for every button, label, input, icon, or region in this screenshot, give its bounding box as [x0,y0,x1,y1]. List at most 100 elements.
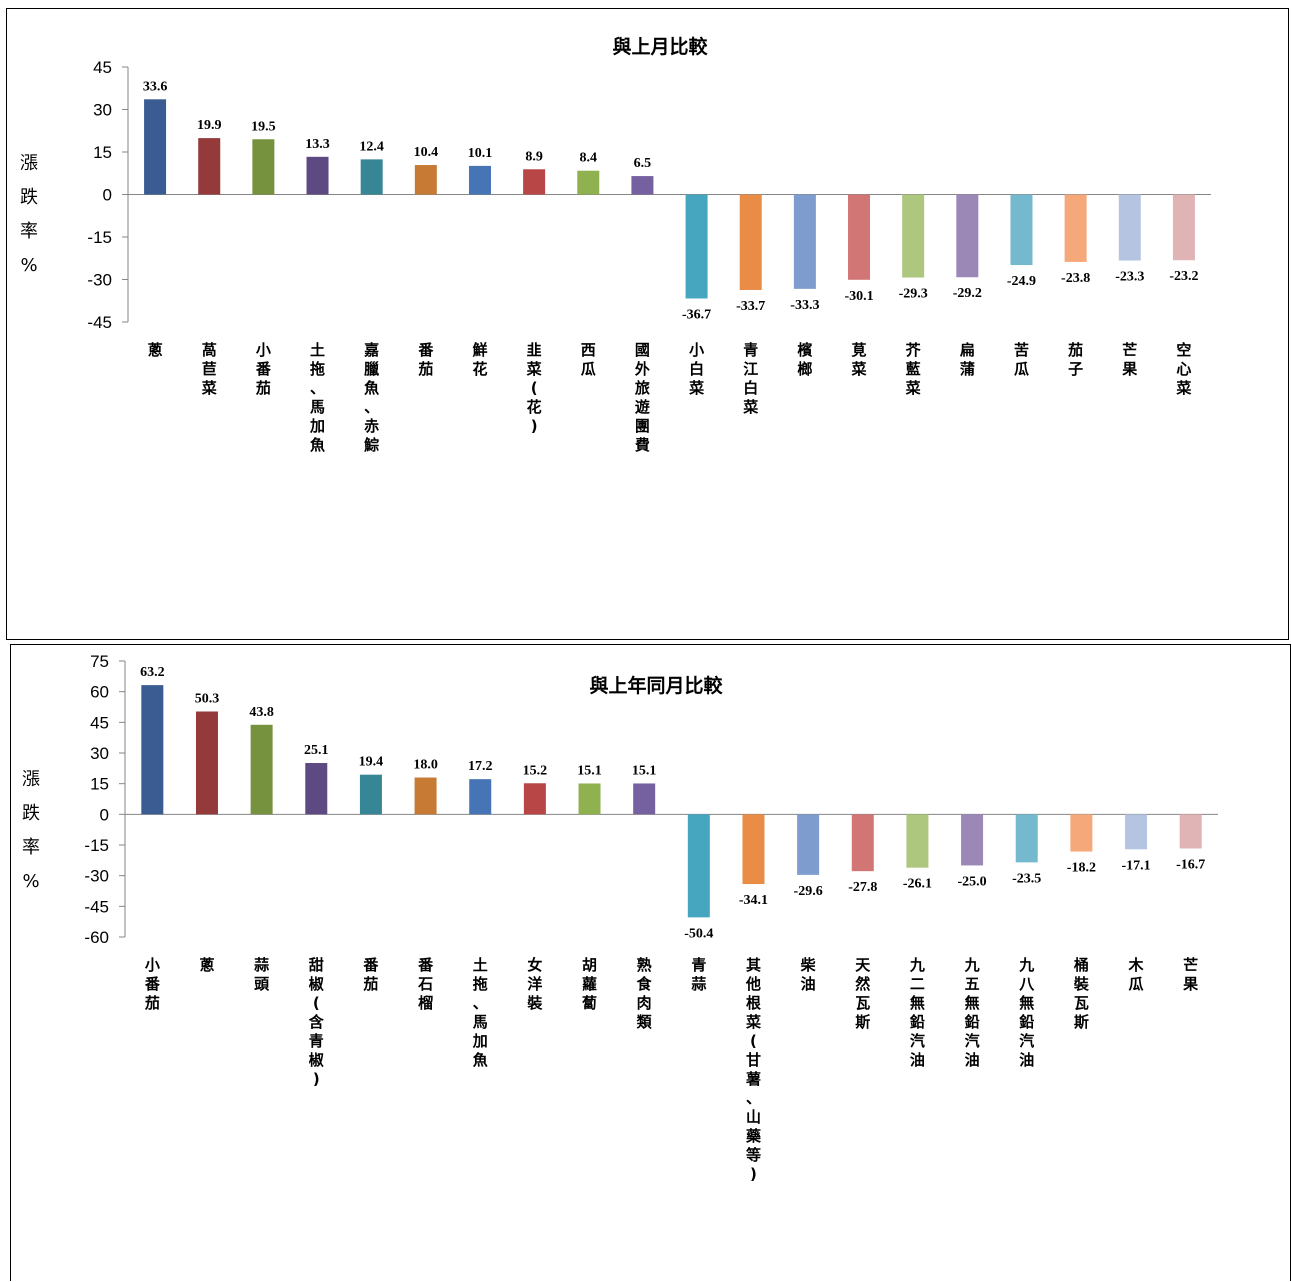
data-label: -27.8 [848,880,877,895]
category-label: 檳榔 [797,341,812,378]
y-tick-label: 0 [100,805,109,824]
category-label: 土拖、馬加魚 [472,956,488,1069]
y-tick-label: 45 [93,58,112,77]
category-label: 番茄 [362,956,379,993]
y-tick-label: 15 [90,775,109,794]
category-label: 胡蘿蔔 [582,956,597,1012]
y-tick-label: -30 [87,271,112,290]
y-tick-label: 30 [93,101,112,120]
category-label: 小番茄 [144,956,161,1012]
bar [956,194,979,278]
data-label: 19.4 [359,755,384,770]
data-label: -36.7 [682,307,711,322]
y-tick-label: 75 [90,652,109,671]
data-label: 15.1 [632,763,657,778]
data-label: 15.2 [523,763,548,778]
category-label: 土拖、馬加魚 [309,341,325,454]
category-label: 天然瓦斯 [855,956,871,1031]
bar [739,194,762,290]
category-label: 小白菜 [688,341,704,397]
data-label: 15.1 [577,763,602,778]
y-tick-label: 60 [90,683,109,702]
bar [198,138,221,195]
data-label: -25.0 [957,874,986,889]
category-label: 苦瓜 [1014,341,1029,378]
data-label: 19.5 [251,119,276,134]
bar [523,783,546,815]
chart-panel-month: 與上月比較 漲跌率% 45 30 15 0 -15 -30 -45 33.6 蔥 19.9 萵苣菜 19.… [6,8,1289,640]
bar [685,194,708,299]
chart-title: 與上月比較 [612,35,708,58]
data-label: 13.3 [305,137,330,152]
category-label: 其他根菜(甘薯、山藥等) [745,956,762,1183]
category-label: 芥藍菜 [905,341,922,397]
data-label: 50.3 [195,691,220,706]
category-label: 番石榴 [417,956,434,1012]
category-label: 柴油 [800,956,817,993]
bar [1172,194,1195,261]
category-label: 嘉臘魚、赤鯮 [363,341,379,454]
data-label: 6.5 [634,156,652,171]
category-label: 九五無鉛汽油 [964,956,980,1069]
data-label: -18.2 [1067,861,1096,876]
category-label: 西瓜 [581,341,596,378]
bar [1010,194,1033,266]
category-label: 甜椒(含青椒) [309,956,325,1088]
data-label: -26.1 [903,877,932,892]
bar [961,814,984,866]
bar [195,711,218,815]
category-label: 萵苣菜 [201,341,217,397]
data-label: -23.5 [1012,871,1041,886]
y-tick-label: 30 [90,744,109,763]
y-tick-label: 45 [90,713,109,732]
bar [687,814,710,918]
data-label: -23.3 [1115,270,1144,285]
data-label: 8.9 [525,149,543,164]
data-label: -33.7 [736,299,765,314]
data-label: -50.4 [684,926,713,941]
category-label: 桶裝瓦斯 [1073,956,1090,1031]
bar [578,783,601,815]
data-label: 19.9 [197,118,222,133]
bar [848,194,871,280]
bar [633,783,656,815]
y-tick-label: -30 [84,867,109,886]
bar [1015,814,1038,863]
data-label: 43.8 [249,705,274,720]
y-tick-label: -60 [84,928,109,947]
category-label: 莧菜 [851,341,867,378]
bar [359,774,382,815]
bar [250,724,273,815]
category-label: 芒果 [1121,341,1138,378]
category-label: 空心菜 [1175,341,1191,397]
category-label: 蒜頭 [254,956,270,993]
category-label: 青江白菜 [742,341,758,416]
bar [1118,194,1141,261]
bar [141,685,164,815]
bar [577,170,600,195]
bar [1064,194,1087,262]
category-label: 番茄 [417,341,434,378]
data-label: -23.2 [1169,269,1198,284]
data-label: -16.7 [1176,857,1205,872]
data-label: -30.1 [844,289,873,304]
data-label: 12.4 [359,139,384,154]
bar [252,139,275,195]
data-label: -23.8 [1061,271,1090,286]
data-label: -29.3 [899,287,928,302]
bar [797,814,820,875]
data-label: 8.4 [580,151,598,166]
chart-title: 與上年同月比較 [589,674,723,697]
category-label: 九二無鉛汽油 [909,956,925,1069]
category-label: 茄子 [1067,341,1083,378]
y-tick-label: 0 [103,186,112,205]
data-label: -17.1 [1121,858,1150,873]
y-tick-label: -15 [84,836,109,855]
category-label: 國外旅遊團費 [634,341,650,454]
data-label: 25.1 [304,743,329,758]
category-label: 小番茄 [255,341,272,397]
data-label: 63.2 [140,665,165,680]
category-label: 蔥 [199,956,214,974]
bar [414,165,437,195]
